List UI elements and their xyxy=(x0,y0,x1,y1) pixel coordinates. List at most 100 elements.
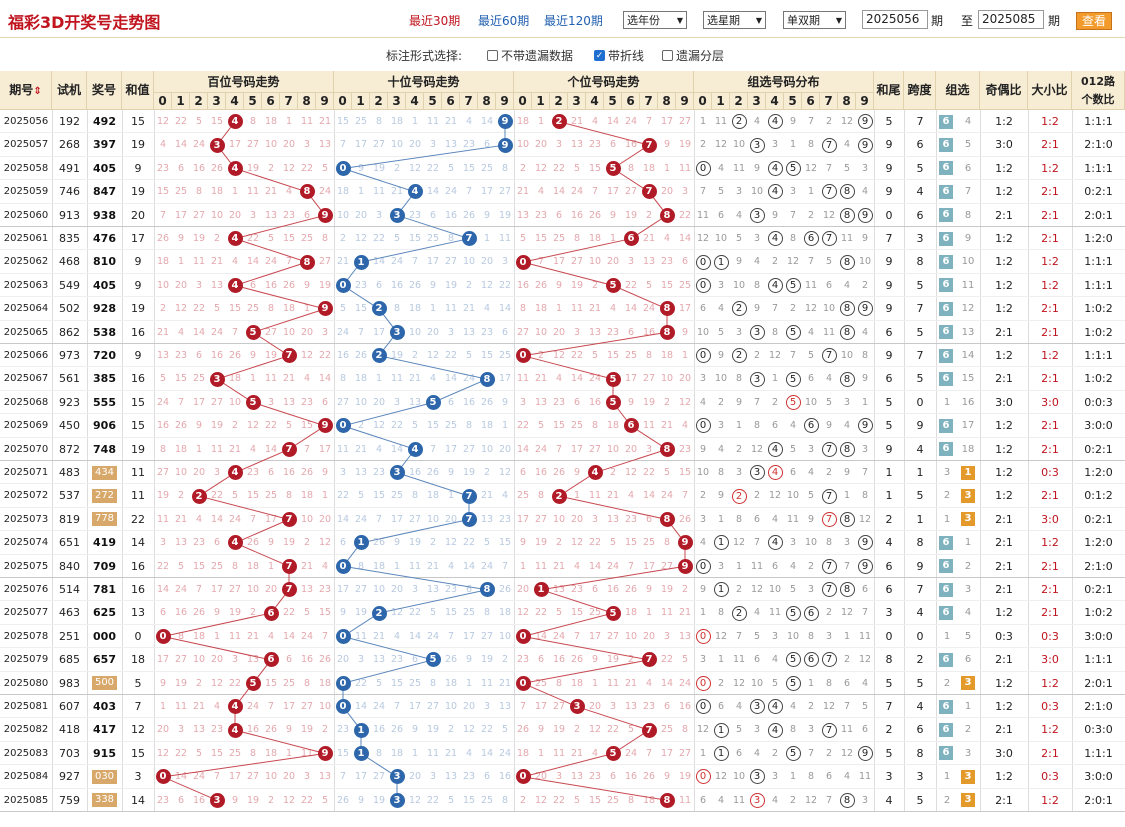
hundreds-miss: 20 xyxy=(264,584,278,595)
units-miss: 23 xyxy=(606,326,620,338)
tens-miss: 14 xyxy=(372,256,386,268)
tens-ball: 2 xyxy=(371,348,387,364)
group-miss: 4 xyxy=(735,701,743,712)
header-issue[interactable]: 期号⇕ xyxy=(0,71,52,110)
query-button[interactable]: 查看 xyxy=(1076,12,1112,30)
group-miss: 4 xyxy=(843,771,851,783)
hundreds-miss: 9 xyxy=(231,794,239,806)
trial-cell: 927 xyxy=(59,770,80,784)
hundreds-miss: 16 xyxy=(192,794,206,806)
units-miss: 26 xyxy=(642,771,656,783)
group-miss: 1 xyxy=(717,513,725,525)
sum-cell: 19 xyxy=(131,138,145,152)
period-link-30[interactable]: 最近30期 xyxy=(409,14,461,28)
group-six-badge: 6 xyxy=(939,231,953,246)
opt-polyline[interactable]: ✓ 带折线 xyxy=(594,47,644,64)
tens-ball: 0 xyxy=(335,558,351,574)
group-three-miss: 14 xyxy=(961,350,975,361)
tens-miss: 4 xyxy=(447,560,455,572)
opt-miss-layer[interactable]: 遗漏分层 xyxy=(662,47,724,64)
trend-table: 期号⇕ 试机 奖号 和值 和尾 跨度 组选 奇偶比 大小比 012路 个数比 百位号码走势 0 1 2 3 4 5… xyxy=(0,71,1125,827)
group-miss: 7 xyxy=(825,794,833,806)
group-ring: 4 xyxy=(767,722,783,738)
group-three-miss: 2 xyxy=(964,724,972,736)
parity-select[interactable]: 单双期 ▼ xyxy=(783,11,846,29)
units-miss: 24 xyxy=(642,303,656,315)
hundreds-miss: 26 xyxy=(174,420,188,432)
hundreds-miss: 21 xyxy=(246,630,260,642)
sort-icon[interactable]: ⇕ xyxy=(33,86,42,97)
tens-miss: 10 xyxy=(462,256,476,268)
checkbox-checked-icon[interactable]: ✓ xyxy=(594,50,605,61)
award-cell: 272 xyxy=(92,488,117,503)
hundreds-miss: 2 xyxy=(303,537,311,549)
tens-miss: 12 xyxy=(354,233,368,244)
units-miss: 17 xyxy=(570,443,584,455)
sum-cell: 14 xyxy=(131,793,145,807)
header-units-digit-0: 0 xyxy=(514,93,532,110)
hundreds-miss: 2 xyxy=(249,607,257,619)
units-miss: 12 xyxy=(588,724,602,736)
tens-miss: 5 xyxy=(429,607,437,619)
issue-cell: 2025081 xyxy=(3,701,49,712)
period-link-120[interactable]: 最近120期 xyxy=(544,14,603,28)
award-cell: 938 xyxy=(93,208,116,222)
tens-miss: 14 xyxy=(462,560,476,572)
hundreds-miss: 17 xyxy=(228,139,242,151)
issue-cell: 2025085 xyxy=(3,794,49,806)
units-miss: 20 xyxy=(588,701,602,712)
route-cell: 1:0:2 xyxy=(1084,372,1113,386)
units-miss: 8 xyxy=(591,420,599,432)
tens-miss: 21 xyxy=(462,303,476,315)
group-ring: 4 xyxy=(767,699,783,715)
issue-cell: 2025072 xyxy=(3,490,49,502)
checkbox-icon[interactable] xyxy=(662,50,673,61)
year-select[interactable]: 选年份 ▼ xyxy=(623,11,687,29)
span-cell: 6 xyxy=(916,138,924,152)
tens-miss: 22 xyxy=(498,279,512,291)
hundreds-miss: 25 xyxy=(246,303,260,315)
big-small-cell: 2:1 xyxy=(1041,559,1059,573)
weekday-select[interactable]: 选星期 ▼ xyxy=(703,11,766,29)
group-miss: 9 xyxy=(717,350,725,361)
tens-miss: 23 xyxy=(336,724,350,736)
units-miss: 25 xyxy=(552,233,566,244)
tail-cell: 7 xyxy=(885,232,893,245)
span-cell: 7 xyxy=(916,349,924,362)
units-miss: 4 xyxy=(537,186,545,198)
chevron-down-icon: ▼ xyxy=(755,15,762,25)
group-six-badge: 6 xyxy=(939,582,953,597)
units-miss: 22 xyxy=(642,467,656,478)
header-route-top: 012路 xyxy=(1072,71,1125,91)
header-group-digit-0: 0 xyxy=(694,93,712,110)
units-miss: 20 xyxy=(534,771,548,783)
group-three-miss: 12 xyxy=(961,303,975,315)
units-miss: 23 xyxy=(552,396,566,408)
from-issue-input[interactable]: 2025056 xyxy=(862,10,928,29)
hundreds-ball: 4 xyxy=(227,722,243,738)
odd-even-cell: 1:2 xyxy=(995,278,1013,292)
hundreds-miss: 22 xyxy=(246,233,260,244)
tens-ball: 3 xyxy=(389,465,405,481)
group-miss: 3 xyxy=(771,771,779,783)
hundreds-miss: 21 xyxy=(210,256,224,268)
tens-miss: 25 xyxy=(480,162,494,174)
checkbox-icon[interactable] xyxy=(487,50,498,61)
sum-cell: 19 xyxy=(131,442,145,456)
tens-miss: 7 xyxy=(429,443,437,455)
opt-no-miss[interactable]: 不带遗漏数据 xyxy=(487,47,573,64)
tens-miss: 10 xyxy=(408,326,422,338)
units-miss: 27 xyxy=(606,630,620,642)
group-ring: 6 xyxy=(803,605,819,621)
tens-miss: 8 xyxy=(411,490,419,502)
group-miss: 5 xyxy=(843,162,851,174)
hundreds-miss: 15 xyxy=(156,186,170,198)
big-small-cell: 0:3 xyxy=(1041,700,1059,713)
units-miss: 19 xyxy=(552,724,566,736)
tens-miss: 1 xyxy=(465,677,473,689)
period-link-60[interactable]: 最近60期 xyxy=(478,14,530,28)
tens-miss: 13 xyxy=(354,467,368,478)
units-miss: 12 xyxy=(534,162,548,174)
to-issue-input[interactable]: 2025085 xyxy=(978,10,1044,29)
tens-miss: 12 xyxy=(480,279,494,291)
